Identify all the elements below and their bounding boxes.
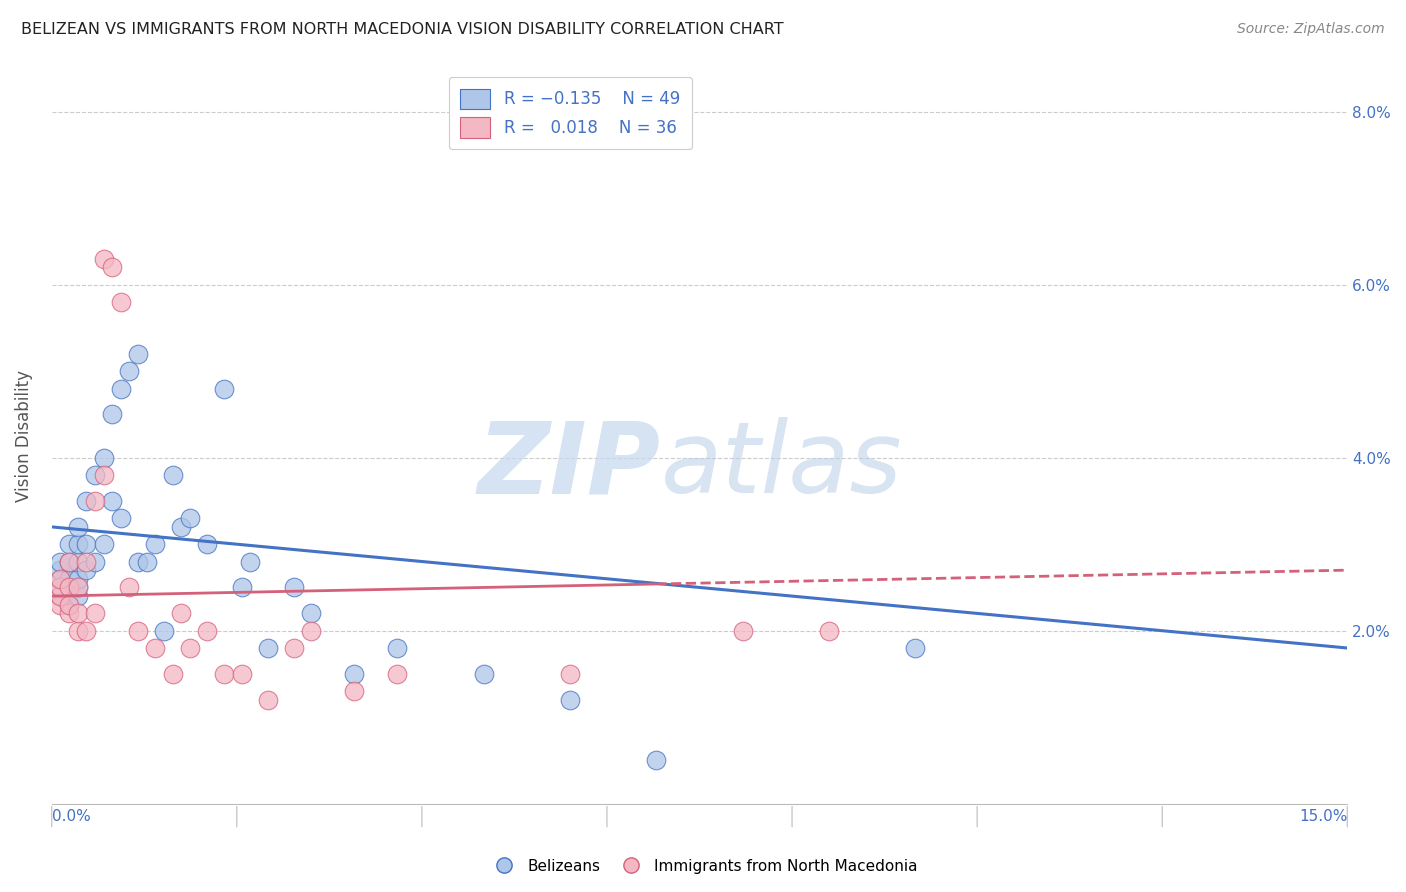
Point [135, 554, 157, 568]
Text: ZIP: ZIP [478, 417, 661, 514]
Point [162, 468, 184, 483]
Point [239, 554, 262, 568]
Point [101, 494, 124, 508]
Point [231, 667, 253, 681]
Point [66, 520, 89, 534]
Point [93, 252, 115, 266]
Point [127, 624, 149, 638]
Point [127, 554, 149, 568]
Point [645, 753, 668, 767]
Point [49, 589, 72, 603]
Point [66, 581, 89, 595]
Point [49, 598, 72, 612]
Text: Source: ZipAtlas.com: Source: ZipAtlas.com [1237, 22, 1385, 37]
Point [118, 364, 141, 378]
Point [387, 640, 409, 655]
Point [170, 607, 193, 621]
Y-axis label: Vision Disability: Vision Disability [15, 370, 32, 502]
Point [49, 581, 72, 595]
Legend: Belizeans, Immigrants from North Macedonia: Belizeans, Immigrants from North Macedon… [482, 853, 924, 880]
Point [283, 640, 305, 655]
Point [49, 554, 72, 568]
Point [58, 581, 80, 595]
Point [195, 537, 218, 551]
Point [49, 581, 72, 595]
Point [49, 572, 72, 586]
Point [49, 589, 72, 603]
Point [66, 581, 89, 595]
Point [558, 667, 581, 681]
Point [145, 640, 167, 655]
Point [256, 693, 278, 707]
Point [170, 520, 193, 534]
Point [84, 554, 107, 568]
Legend: R = −0.135    N = 49, R =   0.018    N = 36: R = −0.135 N = 49, R = 0.018 N = 36 [449, 77, 692, 149]
Point [93, 537, 115, 551]
Point [343, 684, 366, 698]
Point [49, 572, 72, 586]
Point [66, 589, 89, 603]
Point [58, 581, 80, 595]
Point [58, 598, 80, 612]
Point [127, 347, 149, 361]
Point [66, 537, 89, 551]
Point [84, 607, 107, 621]
Point [49, 563, 72, 577]
Point [110, 295, 132, 310]
Point [110, 382, 132, 396]
Text: atlas: atlas [661, 417, 903, 514]
Point [283, 581, 305, 595]
Point [75, 494, 97, 508]
Point [179, 511, 201, 525]
Point [343, 667, 366, 681]
Point [75, 563, 97, 577]
Point [904, 640, 927, 655]
Point [179, 640, 201, 655]
Point [93, 468, 115, 483]
Point [58, 572, 80, 586]
Point [162, 667, 184, 681]
Point [93, 450, 115, 465]
Text: BELIZEAN VS IMMIGRANTS FROM NORTH MACEDONIA VISION DISABILITY CORRELATION CHART: BELIZEAN VS IMMIGRANTS FROM NORTH MACEDO… [21, 22, 783, 37]
Point [101, 260, 124, 275]
Point [66, 607, 89, 621]
Point [231, 581, 253, 595]
Point [299, 624, 322, 638]
Point [75, 537, 97, 551]
Point [299, 607, 322, 621]
Point [214, 382, 236, 396]
Point [387, 667, 409, 681]
Point [101, 408, 124, 422]
Point [75, 624, 97, 638]
Point [195, 624, 218, 638]
Point [818, 624, 841, 638]
Point [75, 554, 97, 568]
Point [58, 607, 80, 621]
Point [558, 693, 581, 707]
Point [66, 624, 89, 638]
Point [58, 537, 80, 551]
Point [84, 468, 107, 483]
Point [110, 511, 132, 525]
Point [472, 667, 495, 681]
Point [58, 598, 80, 612]
Point [66, 572, 89, 586]
Point [118, 581, 141, 595]
Point [66, 554, 89, 568]
Point [84, 494, 107, 508]
Point [214, 667, 236, 681]
Point [731, 624, 754, 638]
Point [58, 554, 80, 568]
Text: 0.0%: 0.0% [52, 809, 90, 824]
Point [58, 554, 80, 568]
Text: 15.0%: 15.0% [1299, 809, 1347, 824]
Point [256, 640, 278, 655]
Point [145, 537, 167, 551]
Point [153, 624, 176, 638]
